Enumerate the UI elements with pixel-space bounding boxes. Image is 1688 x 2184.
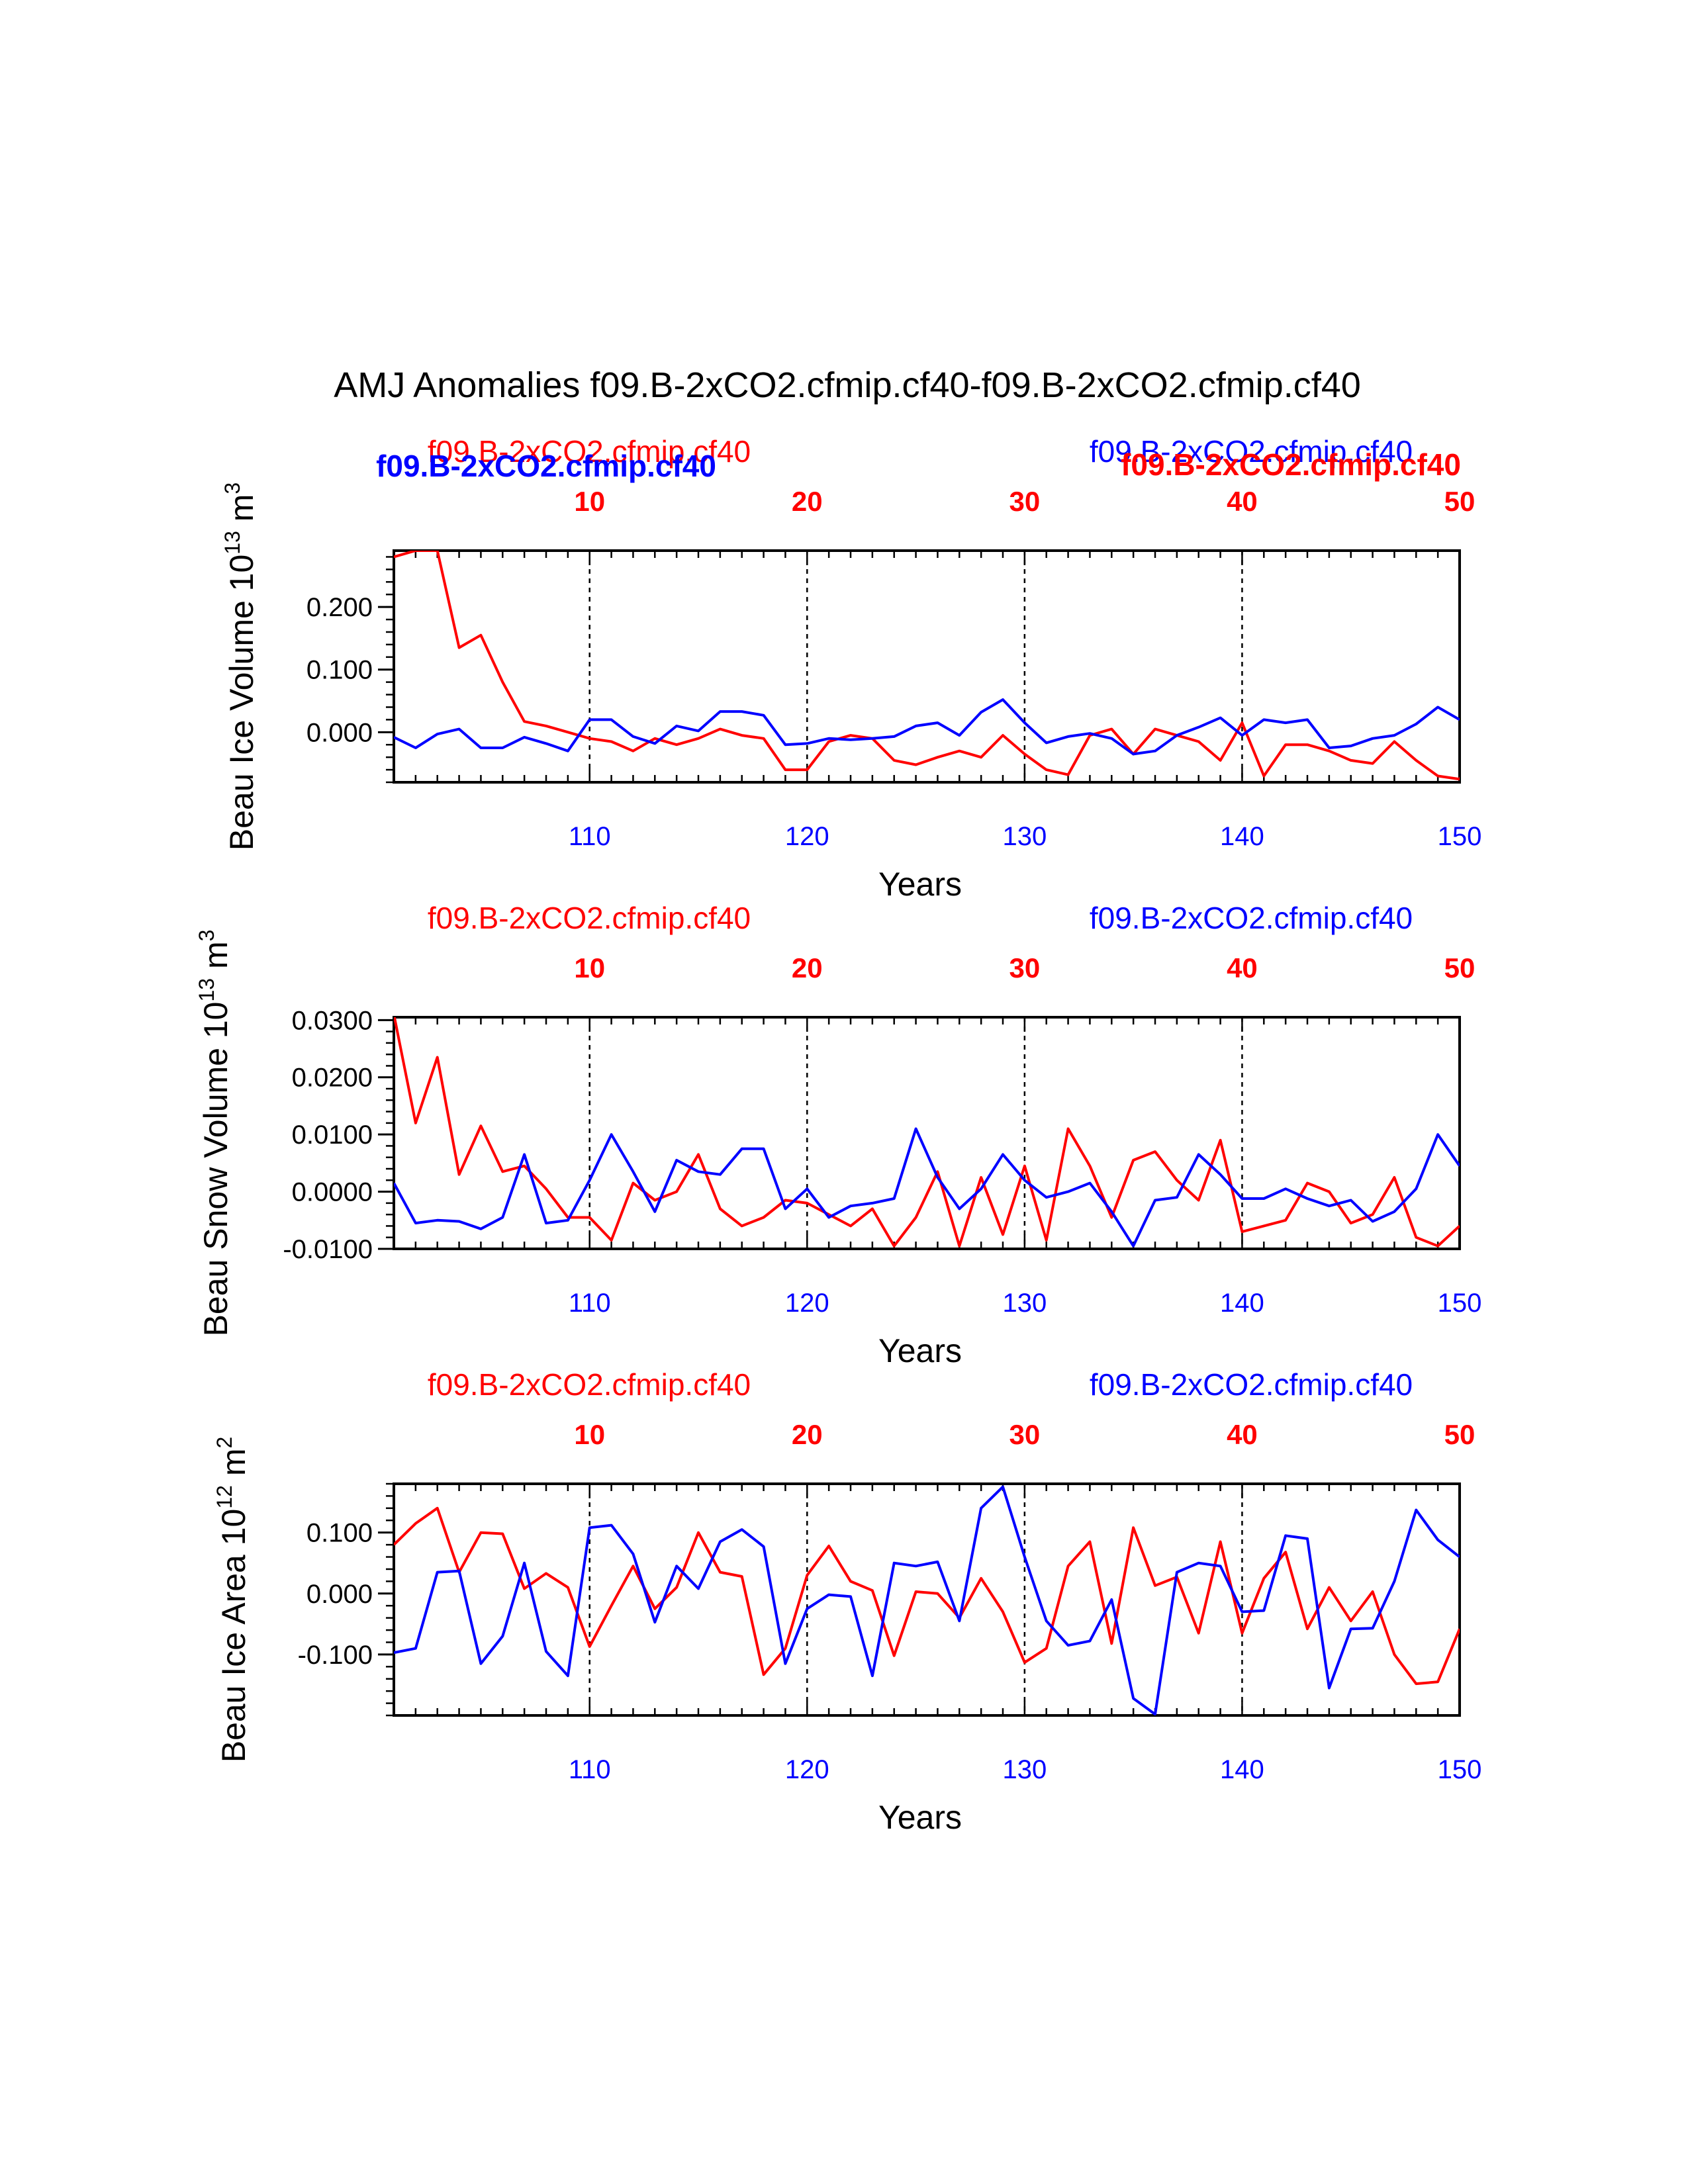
ice-volume-panel: 0.000 0.100 0.200 110 120 130 140 150 10 20 30 40 5… — [220, 434, 1481, 903]
red-series-line — [394, 551, 1460, 781]
y-tick-label: 0.0300 — [292, 1006, 373, 1035]
case-label-right-small: f09.B-2xCO2.cfmip.cf40 — [1090, 434, 1413, 469]
x-tick-label: 110 — [569, 822, 611, 851]
x-tick-label: 140 — [1220, 1755, 1264, 1784]
y-axis-title: Beau Ice Area 1012 m2 — [212, 1437, 252, 1763]
blue-series-line — [394, 698, 1460, 756]
x-top-tick-label: 10 — [574, 952, 605, 983]
case-label-right-bold: f09.B-2xCO2.cfmip.cf40 — [1121, 447, 1461, 482]
x-tick-label: 120 — [785, 822, 829, 851]
case-label-left-small: f09.B-2xCO2.cfmip.cf40 — [428, 901, 751, 935]
x-top-tick-label: 20 — [792, 952, 823, 983]
y-axis-title-unit-exp: 3 — [220, 482, 244, 494]
x-top-tick-label: 30 — [1009, 952, 1040, 983]
y-tick-label: -0.100 — [298, 1641, 373, 1670]
x-top-tick-label: 40 — [1227, 1419, 1258, 1450]
y-tick-label: 0.0100 — [292, 1120, 373, 1150]
x-axis-ticks: 110 120 130 140 150 10 20 30 40 50 — [393, 952, 1482, 1318]
red-series-line — [394, 1017, 1460, 1248]
y-tick-label: 0.000 — [306, 718, 373, 747]
x-tick-label: 110 — [569, 1289, 611, 1318]
case-label-right-small: f09.B-2xCO2.cfmip.cf40 — [1090, 901, 1413, 935]
y-tick-label: 0.100 — [306, 656, 373, 685]
y-axis-ticks: -0.100 0.000 0.100 — [298, 1482, 394, 1717]
snow-volume-panel: -0.0100 0.0000 0.0100 0.0200 0.0300 110 120 13… — [195, 901, 1481, 1369]
y-axis-title-text: Beau Ice Area 10 — [215, 1509, 252, 1763]
x-top-tick-label: 40 — [1227, 486, 1258, 517]
x-tick-label: 120 — [785, 1289, 829, 1318]
x-top-tick-label: 40 — [1227, 952, 1258, 983]
y-axis-title-text: Beau Ice Volume 10 — [223, 555, 260, 851]
red-series-line — [394, 1506, 1460, 1686]
x-top-tick-label: 30 — [1009, 486, 1040, 517]
case-label-left-small: f09.B-2xCO2.cfmip.cf40 — [428, 1367, 751, 1402]
y-axis-ticks: 0.000 0.100 0.200 — [306, 556, 394, 784]
x-top-tick-label: 20 — [792, 486, 823, 517]
x-axis-title: Years — [878, 1332, 962, 1369]
x-top-tick-label: 10 — [574, 486, 605, 517]
y-tick-label: 0.200 — [306, 593, 373, 622]
plot-frame — [393, 549, 1461, 784]
x-top-tick-label: 50 — [1444, 1419, 1476, 1450]
case-label-left-small: f09.B-2xCO2.cfmip.cf40 — [428, 434, 751, 469]
x-tick-label: 140 — [1220, 822, 1264, 851]
y-axis-title: Beau Snow Volume 1013 m3 — [195, 930, 234, 1337]
y-axis-title: Beau Ice Volume 1013 m3 — [220, 482, 260, 850]
data-series — [394, 551, 1460, 781]
x-tick-label: 130 — [1002, 1289, 1047, 1318]
data-series — [394, 1485, 1460, 1715]
blue-series-line — [394, 1485, 1460, 1715]
y-axis-title-unit: m — [223, 494, 260, 531]
x-tick-label: 140 — [1220, 1289, 1264, 1318]
y-tick-label: 0.000 — [306, 1580, 373, 1609]
x-tick-label: 130 — [1002, 1755, 1047, 1784]
x-axis-ticks: 110 120 130 140 150 10 20 30 40 50 — [393, 486, 1482, 851]
blue-series-line — [394, 1127, 1460, 1248]
y-axis-title-unit-exp: 3 — [195, 930, 218, 942]
x-tick-label: 150 — [1438, 1289, 1482, 1318]
x-axis-title: Years — [878, 1799, 962, 1836]
y-axis-title-exp: 13 — [195, 978, 218, 1002]
y-axis-ticks: -0.0100 0.0000 0.0100 0.0200 0.0300 — [283, 1006, 394, 1264]
x-top-tick-label: 30 — [1009, 1419, 1040, 1450]
x-tick-label: 130 — [1002, 822, 1047, 851]
y-tick-label: -0.0100 — [283, 1235, 373, 1264]
y-tick-label: 0.0000 — [292, 1178, 373, 1207]
x-top-tick-label: 10 — [574, 1419, 605, 1450]
data-series — [394, 1017, 1460, 1248]
year-gridlines — [588, 551, 1243, 782]
y-tick-label: 0.0200 — [292, 1064, 373, 1093]
x-tick-label: 120 — [785, 1755, 829, 1784]
x-tick-label: 110 — [569, 1755, 611, 1784]
year-gridlines — [588, 1484, 1243, 1715]
case-label-right-small: f09.B-2xCO2.cfmip.cf40 — [1090, 1367, 1413, 1402]
x-tick-label: 150 — [1438, 822, 1482, 851]
y-axis-title-exp: 12 — [212, 1485, 236, 1509]
page-title: AMJ Anomalies f09.B-2xCO2.cfmip.cf40-f09… — [334, 365, 1361, 405]
x-axis-title: Years — [878, 866, 962, 903]
year-gridlines — [588, 1017, 1243, 1249]
x-top-tick-label: 20 — [792, 1419, 823, 1450]
y-axis-title-text: Beau Snow Volume 10 — [197, 1002, 234, 1337]
plot-frame — [393, 1482, 1461, 1717]
x-top-tick-label: 50 — [1444, 952, 1476, 983]
y-axis-title-unit-exp: 2 — [212, 1437, 236, 1449]
x-top-tick-label: 50 — [1444, 486, 1476, 517]
y-axis-title-unit: m — [197, 941, 234, 978]
x-tick-label: 150 — [1438, 1755, 1482, 1784]
ice-area-panel: -0.100 0.000 0.100 110 120 130 140 150 10 20 30 40… — [212, 1367, 1481, 1836]
y-axis-title-exp: 13 — [220, 531, 244, 555]
plot-frame — [393, 1016, 1461, 1250]
case-label-left-bold: f09.B-2xCO2.cfmip.cf40 — [376, 449, 716, 483]
y-axis-title-unit: m — [215, 1449, 252, 1486]
y-tick-label: 0.100 — [306, 1519, 373, 1548]
